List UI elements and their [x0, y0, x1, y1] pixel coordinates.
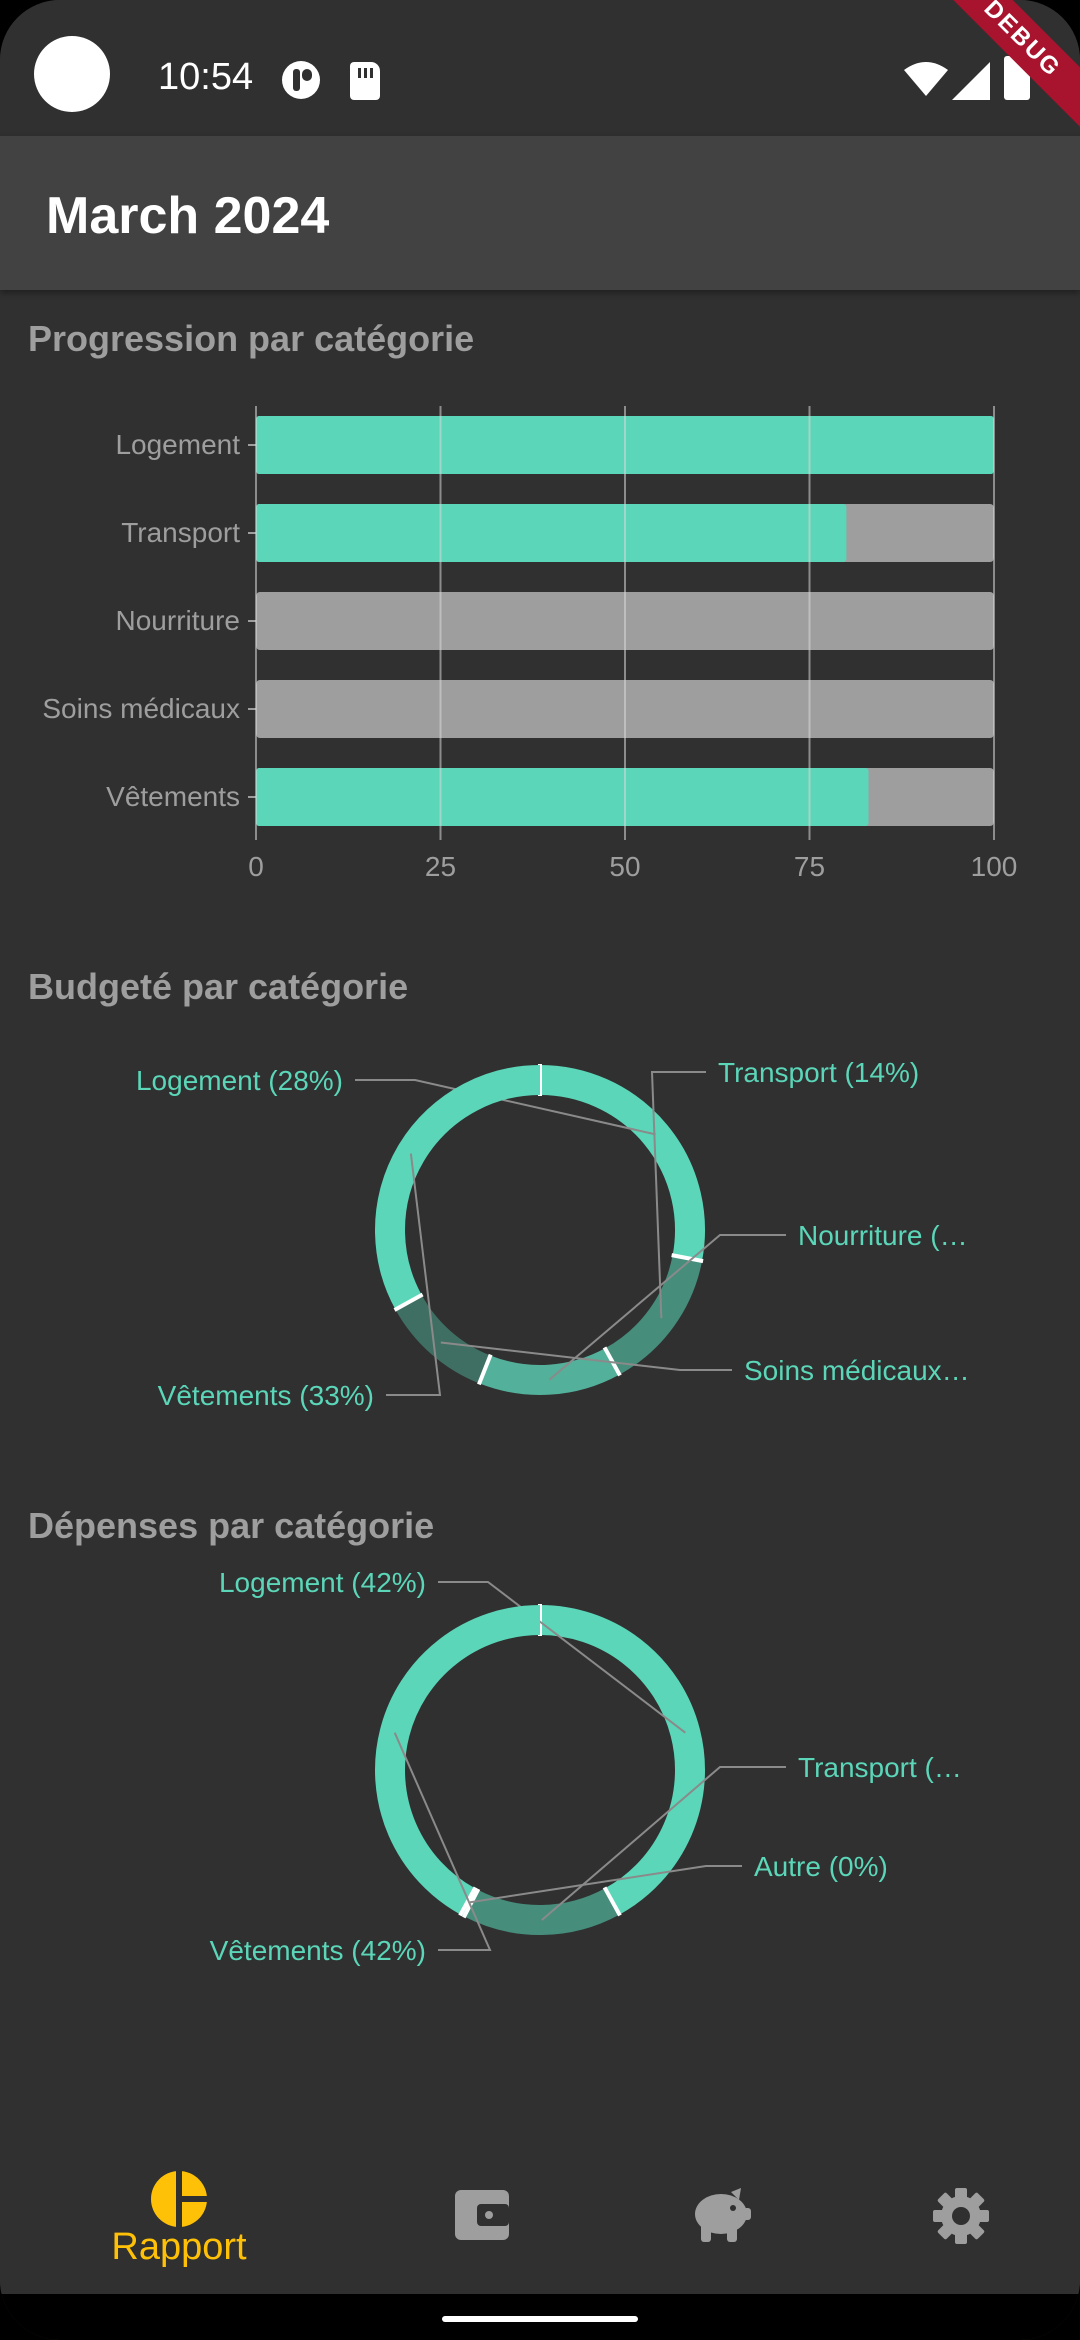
piggy-bank-icon	[695, 2188, 751, 2242]
x-tick-label: 50	[609, 851, 640, 882]
donut-slice	[479, 1348, 620, 1395]
donut-slice	[604, 1254, 703, 1375]
budget-section-title: Budgeté par catégorie	[28, 966, 409, 1007]
sd-card-icon	[350, 62, 380, 100]
category-label: Vêtements	[106, 781, 240, 812]
progress-section-title: Progression par catégorie	[28, 318, 475, 359]
leader-line	[548, 1234, 786, 1381]
pie-chart-icon	[151, 2170, 208, 2228]
nav-item-savings[interactable]	[585, 2140, 855, 2294]
donut-slice	[539, 1065, 705, 1261]
status-time: 10:54	[158, 56, 254, 98]
leader-line	[440, 1341, 732, 1371]
signal-icon	[952, 62, 990, 100]
slice-label: Vêtements (33%)	[158, 1380, 374, 1411]
camera-cutout	[34, 36, 110, 112]
category-label: Logement	[115, 429, 240, 460]
x-tick-label: 25	[425, 851, 456, 882]
slice-label: Logement (42%)	[219, 1567, 426, 1598]
slice-separator	[671, 1253, 704, 1264]
category-label: Soins médicaux	[42, 693, 240, 724]
slice-label: Vêtements (42%)	[210, 1935, 426, 1966]
donut-slice	[539, 1605, 705, 1915]
gear-icon	[933, 2188, 989, 2244]
app-notification-icon	[282, 61, 320, 99]
slice-label: Transport (14%)	[718, 1057, 919, 1088]
home-gesture-bar[interactable]	[442, 2316, 638, 2322]
leader-line	[650, 1071, 706, 1319]
donut-slice	[375, 1065, 541, 1310]
leader-line	[438, 1581, 686, 1734]
app-bar: March 2024	[0, 136, 1080, 290]
progress-bar-chart: Logement Transport Nourriture Soins médicau…	[42, 406, 1018, 882]
nav-item-wallet[interactable]	[345, 2140, 615, 2294]
leader-line	[541, 1766, 786, 1921]
slice-label: Autre (0%)	[754, 1851, 888, 1882]
status-bar: 10:54 DEBUG	[0, 0, 1080, 139]
spend-section-title: Dépenses par catégorie	[28, 1505, 435, 1546]
leader-line	[469, 1865, 742, 1904]
budget-donut-chart: Logement (28%) Transport (14%) Nourriture …	[136, 1057, 970, 1411]
slice-label: Soins médicaux…	[744, 1355, 970, 1386]
slice-label: Nourriture (…	[798, 1220, 968, 1251]
category-label: Transport	[121, 517, 240, 548]
wallet-icon	[455, 2190, 509, 2240]
x-tick-label: 0	[248, 851, 264, 882]
donut-slice	[395, 1294, 491, 1384]
donut-slice	[464, 1888, 620, 1935]
x-tick-label: 75	[794, 851, 825, 882]
slice-separator	[461, 1888, 481, 1919]
donut-slice	[375, 1605, 541, 1915]
x-tick-label: 100	[971, 851, 1018, 882]
bar-value	[256, 768, 869, 826]
category-label: Nourriture	[116, 605, 240, 636]
nav-item-rapport[interactable]: Rapport	[44, 2140, 314, 2294]
slice-separator	[393, 1292, 424, 1312]
leader-line	[386, 1153, 442, 1396]
bar-value	[256, 504, 847, 562]
nav-item-settings[interactable]	[825, 2140, 1080, 2294]
leader-line	[355, 1079, 656, 1136]
gesture-area	[0, 2294, 1080, 2340]
bottom-navigation: Rapport	[0, 2140, 1080, 2294]
wifi-icon	[904, 62, 948, 96]
nav-label-rapport: Rapport	[111, 2226, 247, 2268]
slice-separator	[602, 1886, 622, 1917]
slice-label: Logement (28%)	[136, 1065, 343, 1096]
slice-separator	[477, 1353, 493, 1386]
spend-donut-chart: Logement (42%) Transport (… Autre (0%) Vête…	[210, 1567, 962, 1966]
page-title: March 2024	[46, 187, 330, 245]
leader-line	[393, 1732, 492, 1951]
slice-label: Transport (…	[798, 1752, 962, 1783]
